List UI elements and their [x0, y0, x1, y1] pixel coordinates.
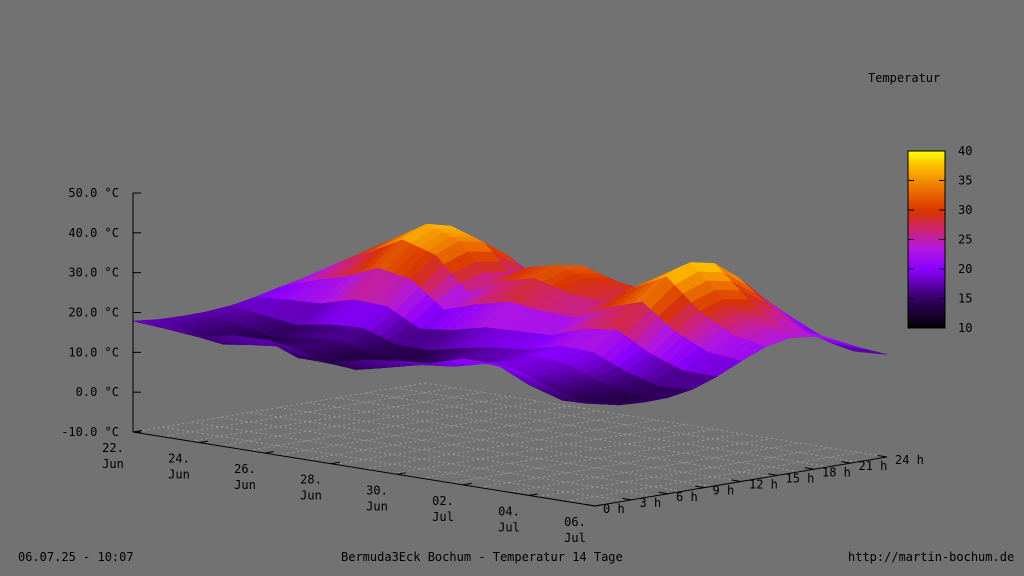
- y-tick: [622, 497, 632, 501]
- y-tick-label: 24 h: [895, 453, 924, 467]
- grid-line: [278, 407, 742, 482]
- x-tick-label: 22. Jun: [102, 441, 124, 471]
- y-tick: [768, 473, 778, 476]
- x-tick-label: 28. Jun: [300, 473, 322, 503]
- footer-timestamp: 06.07.25 - 10:07: [18, 550, 134, 564]
- x-tick: [330, 461, 340, 465]
- grid-line: [220, 416, 683, 492]
- grid-line: [219, 396, 512, 447]
- colorbar-tick-label: 25: [958, 233, 972, 247]
- z-tick-label: -10.0 °C: [61, 425, 119, 439]
- x-axis: 22. Jun 24. Jun 26. Jun 28. Jun 30. Jun 02. Jul 04. J…: [102, 430, 604, 545]
- temperature-surface: [132, 223, 888, 406]
- grid-line: [308, 402, 771, 478]
- grid-line: [392, 424, 685, 475]
- grid-line: [306, 410, 599, 461]
- grid-line: [191, 421, 654, 497]
- y-tick-label: 15 h: [786, 471, 815, 485]
- grid-line: [421, 428, 714, 479]
- x-tick-label: 26. Jun: [234, 462, 256, 492]
- grid-line: [363, 419, 657, 470]
- x-tick-label: 30. Jun: [366, 483, 388, 513]
- z-tick-label: 30.0 °C: [68, 266, 119, 280]
- y-tick-label: 3 h: [640, 496, 662, 510]
- y-tick-label: 21 h: [859, 459, 888, 473]
- colorbar-ticks: 10 15 20 25 30 35 40: [908, 144, 972, 335]
- y-tick-label: 6 h: [676, 490, 698, 504]
- colorbar-tick-label: 15: [958, 292, 972, 306]
- colorbar-tick-label: 35: [958, 174, 972, 188]
- y-tick: [877, 455, 888, 458]
- x-tick: [396, 472, 406, 475]
- grid-line: [337, 397, 800, 473]
- grid-line: [162, 426, 625, 502]
- grid-line: [450, 433, 743, 484]
- x-tick: [462, 482, 472, 486]
- y-tick-label: 12 h: [749, 478, 778, 492]
- footer-title: Bermuda3Eck Bochum - Temperatur 14 Tage: [341, 550, 623, 564]
- x-tick: [528, 493, 538, 496]
- grid-line: [190, 391, 483, 442]
- x-tick: [132, 430, 142, 433]
- grid-line: [508, 442, 801, 493]
- y-tick: [804, 467, 815, 470]
- surface-patch: [586, 402, 620, 406]
- colorbar-tick-label: 20: [958, 262, 972, 276]
- grid-line: [132, 382, 426, 433]
- grid-line: [479, 438, 772, 488]
- x-tick-label: 04. Jul: [498, 504, 520, 534]
- y-tick-label: 18 h: [822, 465, 851, 479]
- x-tick: [264, 451, 274, 454]
- y-axis: 0 h 3 h 6 h 9 h 12 h 15 h 18 h 21 h 24 h: [585, 453, 924, 516]
- grid-line: [537, 447, 830, 498]
- grid-line: [161, 387, 454, 438]
- z-tick-label: 20.0 °C: [68, 306, 119, 320]
- footer-url: http://martin-bochum.de: [848, 550, 1015, 564]
- z-tick-label: 40.0 °C: [68, 226, 119, 240]
- z-axis: -10.0 °C 0.0 °C 10.0 °C 20.0 °C 30.0 °C 40.0 …: [61, 186, 141, 439]
- surface-patch: [805, 333, 839, 342]
- y-tick: [841, 461, 851, 464]
- z-tick-label: 50.0 °C: [68, 186, 119, 200]
- grid-line: [566, 451, 859, 502]
- y-tick-label: 9 h: [713, 484, 735, 498]
- z-tick-label: 0.0 °C: [76, 385, 119, 399]
- y-tick: [731, 479, 742, 482]
- colorbar-tick-label: 30: [958, 203, 972, 217]
- y-tick: [658, 491, 669, 495]
- grid-line: [248, 401, 541, 451]
- y-tick: [585, 504, 596, 507]
- grid-line: [335, 414, 628, 465]
- x-tick-label: 24. Jun: [168, 452, 190, 482]
- y-tick-label: 0 h: [603, 502, 625, 516]
- colorbar-tick-label: 10: [958, 321, 972, 335]
- x-tick: [198, 440, 208, 444]
- colorbar-title: Temperatur: [868, 71, 940, 85]
- grid-line: [277, 405, 570, 456]
- x-tick-label: 06. Jul: [564, 515, 586, 545]
- y-tick: [695, 485, 705, 489]
- x-axis-line: [132, 431, 596, 507]
- z-tick-label: 10.0 °C: [68, 345, 119, 359]
- colorbar-tick-label: 40: [958, 144, 972, 158]
- x-tick-label: 02. Jul: [432, 494, 454, 524]
